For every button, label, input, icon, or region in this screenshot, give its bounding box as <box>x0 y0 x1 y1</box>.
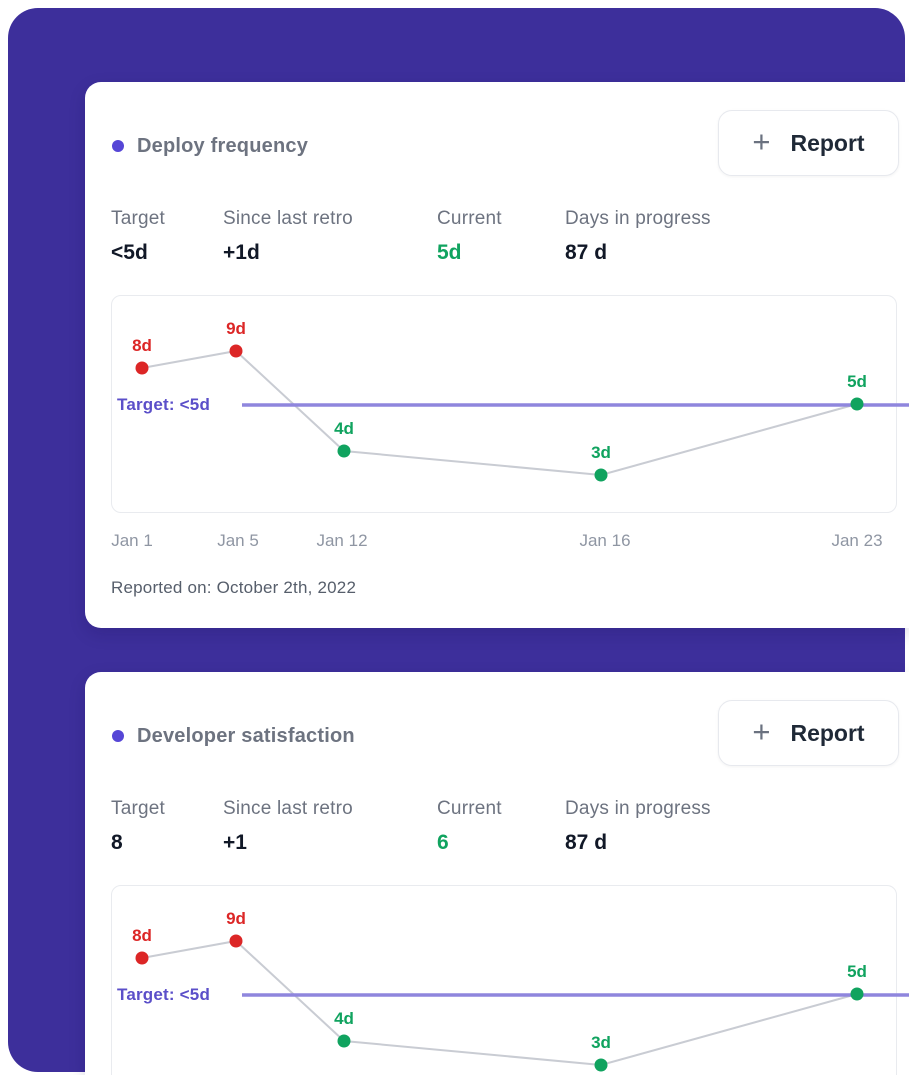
axis-label: Jan 16 <box>579 531 631 550</box>
metric-card-deploy-frequency: Deploy frequency + Report Target <5d Sin… <box>85 82 909 628</box>
chart-area: 8d 9d 4d 3d 5d Target: <5d <box>111 295 909 513</box>
report-button-label: Report <box>790 719 865 746</box>
point-label: 4d <box>334 1009 354 1028</box>
axis-label: Jan 5 <box>217 531 259 550</box>
reported-on-text: Reported on: October 2th, 2022 <box>111 578 357 597</box>
data-point-2 <box>229 934 243 948</box>
report-button[interactable]: + Report <box>718 700 899 766</box>
data-point-jan-16 <box>594 468 608 482</box>
point-label: 5d <box>847 372 867 391</box>
stat-label: Target <box>111 208 166 229</box>
target-line-label: Target: <5d <box>117 395 211 414</box>
data-point-jan-1 <box>135 361 149 375</box>
metric-line-chart: 8d 9d 4d 3d 5d <box>132 909 909 1072</box>
stat-target: Target 8 <box>111 798 165 855</box>
data-point-jan-5 <box>229 344 243 358</box>
stat-value: +1d <box>223 241 260 264</box>
stat-label: Since last retro <box>223 208 353 229</box>
x-axis: Jan 1 Jan 5 Jan 12 Jan 16 Jan 23 <box>111 531 909 553</box>
chart-area: 8d 9d 4d 3d 5d Target: <5d <box>111 885 909 1075</box>
stat-since-last-retro: Since last retro +1 <box>223 798 353 855</box>
point-label: 9d <box>226 319 246 338</box>
stat-days-in-progress: Days in progress 87 d <box>565 208 711 265</box>
card-title: Deploy frequency <box>137 135 309 157</box>
report-button[interactable]: + Report <box>718 110 899 176</box>
stat-label: Days in progress <box>565 798 711 819</box>
series-line <box>141 349 858 477</box>
data-point-jan-23 <box>850 397 864 411</box>
point-label: 3d <box>591 443 611 462</box>
stat-value: 87 d <box>565 831 608 854</box>
point-label: 4d <box>334 419 354 438</box>
point-label: 3d <box>591 1033 611 1052</box>
stat-since-last-retro: Since last retro +1d <box>223 208 353 265</box>
stat-days-in-progress: Days in progress 87 d <box>565 798 711 855</box>
metric-bullet-icon <box>112 730 124 742</box>
data-point-1 <box>135 951 149 965</box>
stat-value: 5d <box>437 241 462 264</box>
stat-value: <5d <box>111 241 148 264</box>
stat-label: Target <box>111 798 166 819</box>
chart-plot-area <box>111 885 897 1075</box>
plus-icon: + <box>752 714 771 749</box>
point-label: 5d <box>847 962 867 981</box>
stat-value: +1 <box>223 831 247 854</box>
metric-line-chart: 8d 9d 4d 3d 5d <box>132 319 909 482</box>
plus-icon: + <box>752 124 771 159</box>
card-title: Developer satisfaction <box>137 725 355 747</box>
stat-label: Current <box>437 208 502 229</box>
stat-current: Current 5d <box>437 208 502 265</box>
stat-target: Target <5d <box>111 208 165 265</box>
stat-label: Current <box>437 798 502 819</box>
stat-value: 6 <box>437 831 449 854</box>
axis-label: Jan 23 <box>831 531 883 550</box>
data-point-4 <box>594 1058 608 1072</box>
data-point-5 <box>850 987 864 1001</box>
stat-value: 8 <box>111 831 123 854</box>
axis-label: Jan 1 <box>111 531 153 550</box>
data-point-3 <box>337 1034 351 1048</box>
stat-label: Since last retro <box>223 798 353 819</box>
report-button-label: Report <box>790 129 865 156</box>
stat-current: Current 6 <box>437 798 502 855</box>
point-label: 8d <box>132 336 152 355</box>
series-line <box>141 939 858 1067</box>
metric-bullet-icon <box>112 140 124 152</box>
metric-card-developer-satisfaction: Developer satisfaction + Report Target 8… <box>85 672 909 1075</box>
stat-label: Days in progress <box>565 208 711 229</box>
stat-value: 87 d <box>565 241 608 264</box>
axis-label: Jan 12 <box>316 531 368 550</box>
point-label: 9d <box>226 909 246 928</box>
point-label: 8d <box>132 926 152 945</box>
data-point-jan-12 <box>337 444 351 458</box>
target-line-label: Target: <5d <box>117 985 211 1004</box>
